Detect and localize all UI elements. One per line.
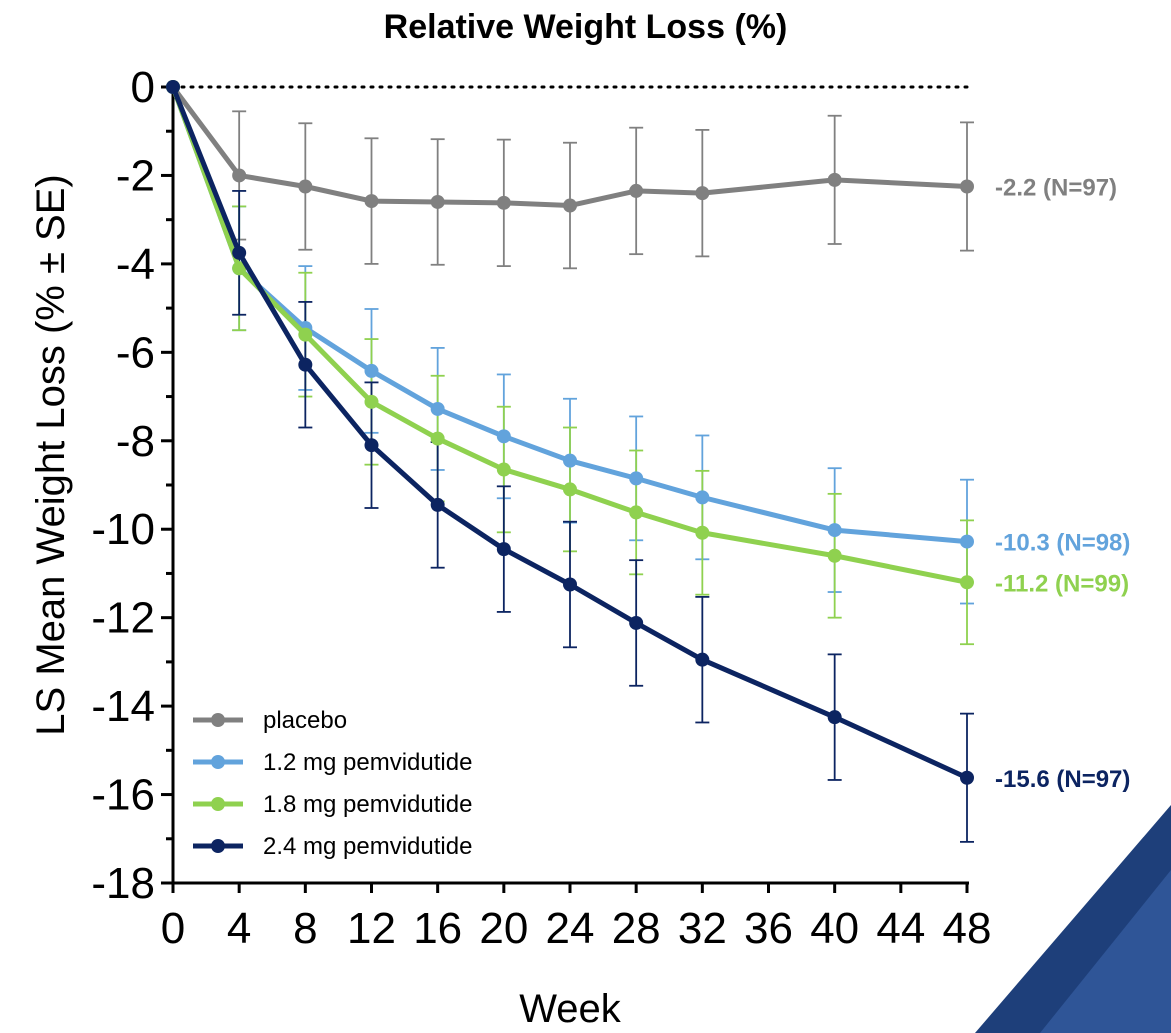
- y-tick-label: 0: [131, 63, 155, 112]
- corner-triangle-light: [1040, 870, 1171, 1033]
- data-point: [430, 431, 445, 446]
- axes: 0-2-4-6-8-10-12-14-16-180 4 8 12 16 20 24 28 32 3…: [91, 63, 991, 953]
- series-end-label: -11.2 (N=99): [995, 570, 1129, 597]
- legend-marker: [211, 797, 225, 811]
- data-point: [496, 462, 511, 477]
- data-point: [563, 198, 577, 213]
- series-end-label: -2.2 (N=97): [995, 175, 1117, 202]
- data-point: [960, 179, 974, 194]
- data-point: [232, 245, 247, 260]
- x-tick-label: 44: [876, 904, 925, 953]
- y-tick-label: -10: [91, 505, 155, 554]
- legend: placebo 1.2 mg pemvidutide 1.8 mg pemvidut…: [193, 707, 472, 860]
- data-point: [298, 179, 313, 194]
- x-tick-label: 20: [479, 904, 528, 953]
- chart-title: Relative Weight Loss (%): [383, 8, 788, 46]
- series-lines: [166, 80, 974, 785]
- data-point: [232, 261, 247, 276]
- data-point: [496, 542, 511, 557]
- y-tick-label: -12: [91, 594, 155, 643]
- series-end-label: -15.6 (N=97): [995, 766, 1130, 793]
- data-point: [364, 438, 379, 453]
- x-tick-label: 48: [943, 904, 992, 953]
- data-point: [629, 471, 644, 486]
- series-end-label: -10.3 (N=98): [995, 530, 1130, 557]
- data-point: [695, 525, 710, 540]
- x-tick-label: 40: [810, 904, 859, 953]
- legend-label: 1.8 mg pemvidutide: [263, 791, 472, 818]
- legend-marker: [211, 839, 225, 853]
- x-axis-label: Week: [519, 987, 622, 1031]
- data-point: [298, 327, 313, 342]
- y-tick-label: -18: [91, 859, 155, 908]
- x-tick-label: 36: [744, 904, 793, 953]
- x-tick-label: 0: [161, 904, 185, 953]
- data-point: [960, 534, 974, 549]
- x-tick-label: 8: [293, 904, 317, 953]
- y-tick-label: -2: [116, 151, 155, 200]
- data-point: [960, 575, 974, 590]
- data-point: [629, 505, 644, 520]
- legend-label: placebo: [263, 707, 347, 734]
- data-point: [695, 186, 710, 201]
- legend-label: 1.2 mg pemvidutide: [263, 749, 472, 776]
- data-point: [827, 710, 842, 725]
- y-tick-label: -4: [116, 240, 155, 289]
- x-tick-label: 32: [678, 904, 727, 953]
- data-point: [496, 429, 511, 444]
- data-point: [960, 770, 974, 785]
- end-labels: -2.2 (N=97) -10.3 (N=98) -11.2 (N=99) -15.6…: [995, 175, 1130, 793]
- data-point: [166, 80, 180, 94]
- data-point: [563, 453, 577, 468]
- data-point: [563, 577, 577, 592]
- data-point: [827, 523, 842, 538]
- data-point: [364, 194, 379, 209]
- data-point: [827, 548, 842, 563]
- y-tick-label: -6: [116, 328, 155, 377]
- data-point: [827, 172, 842, 187]
- data-point: [629, 615, 644, 630]
- data-point: [430, 401, 445, 416]
- legend-marker: [211, 755, 225, 769]
- y-tick-label: -16: [91, 771, 155, 820]
- data-point: [695, 490, 710, 505]
- data-point: [695, 652, 710, 667]
- data-point: [629, 183, 644, 198]
- data-point: [232, 168, 247, 183]
- x-tick-label: 24: [546, 904, 595, 953]
- x-tick-label: 4: [227, 904, 251, 953]
- data-point: [563, 482, 577, 497]
- legend-label: 2.4 mg pemvidutide: [263, 833, 472, 860]
- legend-marker: [211, 713, 225, 727]
- data-point: [298, 357, 313, 372]
- data-point: [496, 195, 511, 210]
- data-point: [430, 194, 445, 209]
- x-tick-label: 28: [612, 904, 661, 953]
- data-point: [364, 363, 379, 378]
- data-point: [364, 394, 379, 409]
- x-tick-label: 16: [413, 904, 462, 953]
- x-tick-label: 12: [347, 904, 396, 953]
- y-tick-label: -8: [116, 417, 155, 466]
- y-tick-label: -14: [91, 682, 155, 731]
- y-axis-label: LS Mean Weight Loss (% ± SE): [29, 174, 73, 735]
- corner-decoration: [975, 805, 1171, 1033]
- data-point: [430, 497, 445, 512]
